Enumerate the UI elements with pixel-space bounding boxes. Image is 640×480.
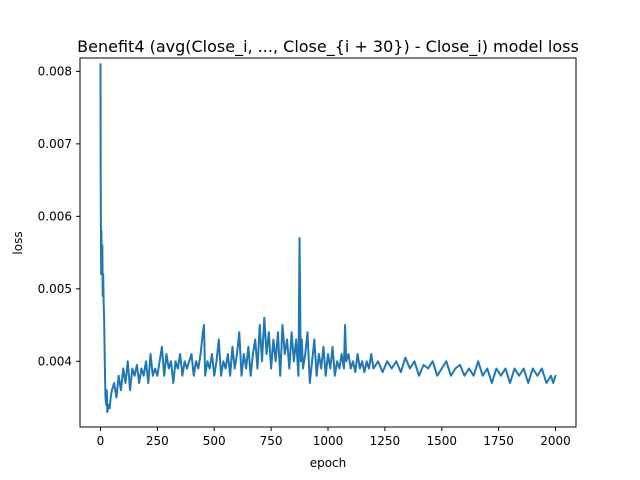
plot-frame <box>79 57 577 428</box>
x-tick-label: 1750 <box>483 434 514 448</box>
x-tick-label: 500 <box>203 434 226 448</box>
y-tick-label: 0.008 <box>38 64 72 78</box>
chart-title: Benefit4 (avg(Close_i, ..., Close_{i + 3… <box>77 37 579 57</box>
loss-series-line <box>99 63 557 413</box>
x-tick-label: 250 <box>146 434 169 448</box>
y-tick-label: 0.004 <box>38 354 72 368</box>
x-axis-ticks: 0 250 500 750 1000 1250 1500 1750 2000 <box>97 427 571 448</box>
y-axis-label: loss <box>11 231 25 254</box>
series-layer <box>99 63 557 413</box>
y-axis-ticks: 0.004 0.005 0.006 0.007 0.008 <box>38 64 80 368</box>
y-tick-label: 0.005 <box>38 282 72 296</box>
x-tick-label: 2000 <box>540 434 571 448</box>
y-tick-label: 0.006 <box>38 209 72 223</box>
x-axis-label: epoch <box>310 456 347 470</box>
x-tick-label: 0 <box>97 434 105 448</box>
x-tick-label: 1250 <box>370 434 401 448</box>
x-tick-label: 750 <box>260 434 283 448</box>
y-tick-label: 0.007 <box>38 137 72 151</box>
x-tick-label: 1500 <box>426 434 457 448</box>
x-tick-label: 1000 <box>313 434 344 448</box>
